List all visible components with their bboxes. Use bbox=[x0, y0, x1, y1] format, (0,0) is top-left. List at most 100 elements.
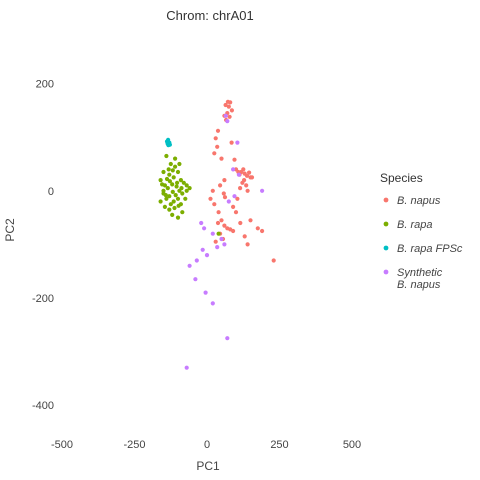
data-point bbox=[223, 113, 228, 118]
data-point bbox=[167, 179, 172, 184]
data-point bbox=[222, 242, 227, 247]
data-point bbox=[163, 193, 168, 198]
data-point bbox=[245, 188, 250, 193]
y-axis-title: PC2 bbox=[3, 218, 17, 242]
data-point bbox=[184, 365, 189, 370]
data-point bbox=[222, 178, 227, 183]
data-point bbox=[173, 193, 178, 198]
data-point bbox=[178, 178, 183, 183]
data-point bbox=[162, 204, 167, 209]
data-point bbox=[164, 176, 170, 182]
data-point bbox=[202, 226, 207, 231]
data-point bbox=[164, 196, 169, 201]
data-point bbox=[170, 212, 175, 217]
data-point bbox=[170, 189, 175, 194]
data-point bbox=[179, 186, 184, 191]
legend-label: B. rapa FPSc bbox=[397, 243, 463, 255]
data-point bbox=[168, 161, 173, 167]
legend-label: B. napus bbox=[397, 195, 441, 207]
data-point bbox=[249, 175, 255, 180]
data-point bbox=[158, 178, 163, 183]
data-point bbox=[235, 140, 240, 145]
data-point bbox=[242, 234, 247, 239]
legend-label: B. rapa bbox=[397, 219, 432, 231]
data-point bbox=[200, 247, 205, 252]
legend-item: B. napus bbox=[383, 195, 441, 207]
data-point bbox=[171, 175, 176, 180]
legend-label: Synthetic bbox=[397, 267, 443, 279]
data-point bbox=[170, 182, 175, 187]
data-point bbox=[210, 188, 215, 193]
data-point bbox=[223, 102, 228, 108]
data-point bbox=[222, 223, 227, 228]
data-point bbox=[212, 202, 217, 207]
data-point bbox=[166, 167, 171, 172]
data-point bbox=[180, 210, 185, 215]
legend-swatch bbox=[383, 245, 389, 251]
data-point bbox=[175, 169, 181, 175]
data-point bbox=[183, 196, 188, 201]
data-point bbox=[173, 156, 178, 161]
data-point bbox=[225, 119, 230, 124]
data-point bbox=[210, 231, 215, 236]
data-point bbox=[232, 194, 237, 199]
data-point bbox=[187, 186, 192, 191]
data-point bbox=[167, 142, 172, 147]
x-tick-label: 0 bbox=[204, 439, 210, 451]
data-point bbox=[172, 205, 177, 211]
data-point bbox=[210, 301, 215, 306]
y-tick-label: -200 bbox=[32, 293, 54, 305]
x-tick-label: -250 bbox=[123, 439, 145, 451]
data-point bbox=[177, 161, 182, 167]
legend-swatch bbox=[383, 269, 389, 275]
data-point bbox=[204, 253, 210, 258]
x-axis-title: PC1 bbox=[196, 459, 220, 473]
data-point bbox=[175, 196, 181, 201]
data-point bbox=[260, 228, 265, 234]
data-point bbox=[241, 167, 246, 172]
legend-label: B. napus bbox=[397, 279, 441, 291]
data-point bbox=[215, 144, 220, 149]
data-point bbox=[231, 228, 236, 234]
data-point bbox=[175, 215, 181, 220]
data-point bbox=[228, 100, 233, 105]
data-point bbox=[244, 183, 249, 188]
data-point bbox=[221, 191, 226, 196]
data-point bbox=[167, 207, 172, 212]
data-point bbox=[168, 202, 173, 207]
data-point bbox=[248, 218, 253, 223]
data-point bbox=[184, 183, 189, 188]
legend-swatch bbox=[383, 221, 389, 227]
data-point bbox=[161, 169, 166, 175]
data-point bbox=[180, 191, 185, 196]
y-axis-ticks: 200 0 -200 -400 bbox=[32, 79, 54, 413]
legend: Species B. napus B. rapa B. rapa FPSc Synth… bbox=[380, 171, 463, 291]
data-point bbox=[208, 196, 213, 201]
data-point bbox=[225, 336, 230, 341]
legend-item: B. rapa FPSc bbox=[383, 243, 463, 255]
series-group bbox=[158, 153, 221, 236]
data-point bbox=[174, 184, 179, 189]
data-point bbox=[231, 167, 236, 172]
chart-title: Chrom: chrA01 bbox=[166, 8, 253, 23]
data-point bbox=[226, 199, 231, 204]
data-point bbox=[227, 114, 232, 119]
data-point bbox=[242, 178, 247, 183]
x-tick-label: 500 bbox=[343, 439, 361, 451]
legend-swatch bbox=[383, 197, 389, 203]
data-point bbox=[173, 164, 178, 169]
data-point bbox=[247, 170, 252, 175]
data-point bbox=[216, 210, 221, 215]
data-point bbox=[187, 263, 192, 268]
data-point bbox=[171, 199, 176, 204]
data-point bbox=[219, 156, 224, 161]
data-point bbox=[167, 172, 172, 177]
data-point bbox=[184, 188, 189, 193]
data-point bbox=[244, 173, 250, 178]
data-point bbox=[170, 168, 175, 173]
data-point bbox=[229, 140, 234, 145]
series-group bbox=[184, 113, 265, 370]
